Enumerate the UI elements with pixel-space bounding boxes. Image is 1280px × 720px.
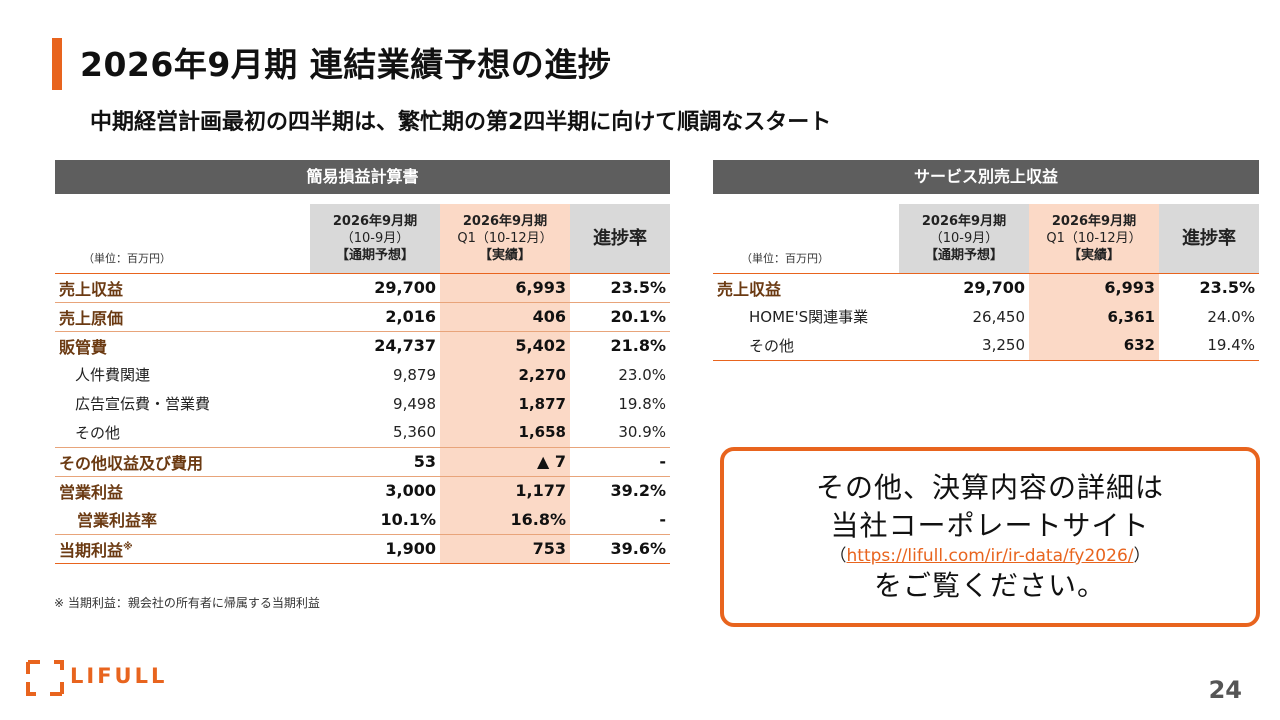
pl-table: （単位：百万円） 2026年9月期 （10-9月） 【通期予想】 2026年9月期 Q…: [55, 204, 670, 564]
service-col-actual: 2026年9月期 Q1（10-12月） 【実績】: [1029, 204, 1159, 274]
callout-line-2: 当社コーポレートサイト: [830, 509, 1150, 542]
page-number: 24: [1208, 676, 1242, 704]
pl-table-header: （単位：百万円） 2026年9月期 （10-9月） 【通期予想】 2026年9月期 Q…: [55, 204, 670, 274]
footnote-mark: ※: [123, 541, 133, 553]
pl-col-actual: 2026年9月期 Q1（10-12月） 【実績】: [440, 204, 570, 274]
table-row: 広告宣伝費・営業費 9,498 1,877 19.8%: [55, 389, 670, 418]
table-row: 営業利益率 10.1% 16.8% -: [55, 505, 670, 535]
page-title: 2026年9月期 連結業績予想の進捗: [80, 45, 612, 84]
table-row: 人件費関連 9,879 2,270 23.0%: [55, 360, 670, 389]
service-col-forecast: 2026年9月期 （10-9月） 【通期予想】: [899, 204, 1029, 274]
service-table: （単位：百万円） 2026年9月期 （10-9月） 【通期予想】 2026年9月期 Q…: [713, 204, 1259, 361]
callout-line-4: をご覧ください。: [873, 569, 1106, 602]
service-unit-label: （単位：百万円）: [713, 204, 899, 274]
table-row: その他 3,250 632 19.4%: [713, 331, 1259, 361]
pl-col-forecast: 2026年9月期 （10-9月） 【通期予想】: [310, 204, 440, 274]
pl-col-progress: 進捗率: [570, 204, 670, 274]
service-col-progress: 進捗率: [1159, 204, 1259, 274]
title-accent-bar: [52, 38, 62, 90]
ir-data-link[interactable]: https://lifull.com/ir/ir-data/fy2026/: [846, 546, 1134, 566]
service-panel-header: サービス別売上収益: [713, 160, 1259, 194]
pl-unit-label: （単位：百万円）: [55, 204, 310, 274]
table-row: その他収益及び費用 53 ▲ 7-: [55, 447, 670, 477]
service-table-header: （単位：百万円） 2026年9月期 （10-9月） 【通期予想】 2026年9月期 Q…: [713, 204, 1259, 274]
table-row: 売上原価 2,016 406 20.1%: [55, 302, 670, 332]
table-row: 販管費 24,737 5,402 21.8%: [55, 331, 670, 360]
table-row: 当期利益※ 1,900 753 39.6%: [55, 534, 670, 564]
table-row: 売上収益 29,700 6,993 23.5%: [713, 273, 1259, 302]
logo-text: LIFULL: [70, 664, 168, 688]
callout-box: その他、決算内容の詳細は 当社コーポレートサイト （https://lifull…: [720, 447, 1260, 627]
pl-panel-header: 簡易損益計算書: [55, 160, 670, 194]
callout-line-1: その他、決算内容の詳細は: [815, 471, 1164, 504]
table-row: 営業利益 3,000 1,177 39.2%: [55, 476, 670, 505]
lifull-logo-icon: [26, 660, 64, 696]
page-subtitle: 中期経営計画最初の四半期は、繁忙期の第2四半期に向けて順調なスタート: [90, 110, 832, 135]
callout-url-line: （https://lifull.com/ir/ir-data/fy2026/）: [829, 546, 1151, 566]
table-row: 売上収益 29,700 6,993 23.5%: [55, 273, 670, 303]
footnote: ※ 当期利益：親会社の所有者に帰属する当期利益: [54, 596, 320, 610]
table-row: その他 5,360 1,658 30.9%: [55, 418, 670, 448]
table-row: HOME'S関連事業 26,450 6,361 24.0%: [713, 302, 1259, 331]
